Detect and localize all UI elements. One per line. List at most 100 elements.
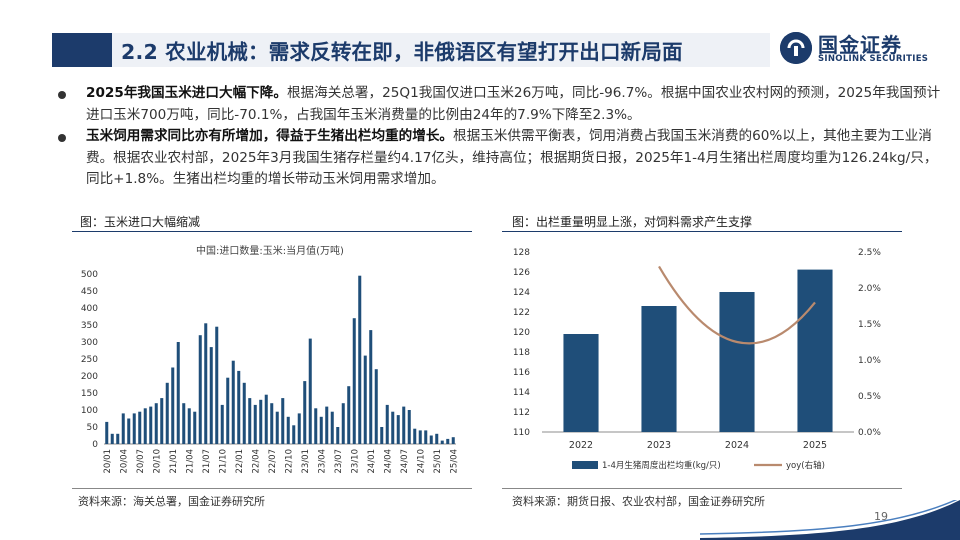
bar xyxy=(110,433,114,444)
bar xyxy=(308,338,312,444)
bar xyxy=(204,323,208,444)
bar xyxy=(248,398,252,444)
bar xyxy=(286,416,290,444)
bar xyxy=(132,413,136,444)
bar xyxy=(402,406,406,444)
y-left-tick-label: 128 xyxy=(513,248,530,258)
y-tick-label: 0 xyxy=(92,440,98,450)
bar xyxy=(220,404,224,444)
y-tick-label: 250 xyxy=(81,355,98,365)
bar xyxy=(358,275,362,444)
bar xyxy=(424,430,428,444)
bar xyxy=(182,403,186,444)
y-tick-label: 500 xyxy=(81,270,98,280)
bar xyxy=(165,382,169,444)
x-tick-label: 24/07 xyxy=(400,449,410,474)
bar xyxy=(253,404,257,444)
bar xyxy=(154,403,158,444)
y-tick-label: 50 xyxy=(87,423,99,433)
bullet-text: 根据海关总署，25Q1我国仅进口玉米26万吨，同比-96.7%。根据中国农业农村… xyxy=(86,85,941,123)
y-right-tick-label: 2.0% xyxy=(858,284,881,294)
bar xyxy=(160,398,164,444)
left-figure-caption: 图：玉米进口大幅缩减 xyxy=(80,215,201,229)
hog-weight-chart: 110 112 114 116 118 120 122 124 126 128 0.0% 0.5% 1.… xyxy=(513,248,882,471)
y-left-tick-label: 110 xyxy=(513,428,530,438)
bar xyxy=(314,408,318,444)
right-source-rule xyxy=(502,488,902,489)
bar xyxy=(116,433,120,444)
bullet-item: 玉米饲用需求同比亦有所增加，得益于生猪出栏均重的增长。根据玉米供需平衡表，饲用消… xyxy=(58,126,942,191)
bar xyxy=(209,347,213,444)
x-tick-label: 24/10 xyxy=(416,449,426,474)
bar xyxy=(176,342,180,444)
left-figure-source: 资料来源：海关总署，国金证券研究所 xyxy=(78,495,265,508)
bar xyxy=(270,403,274,444)
bar xyxy=(369,330,373,444)
bar xyxy=(418,430,422,444)
legend-label-bar: 1-4月生猪周度出栏均重(kg/只) xyxy=(602,460,721,471)
bar xyxy=(391,411,395,444)
logo-mark-icon xyxy=(780,32,812,64)
x-tick-label: 20/10 xyxy=(152,449,162,474)
x-tick-label: 22/01 xyxy=(235,449,245,474)
bar xyxy=(641,306,677,432)
bar xyxy=(374,369,378,444)
bar xyxy=(105,421,109,444)
bar xyxy=(275,411,279,444)
bar xyxy=(797,269,833,432)
x-tick-label: 24/01 xyxy=(367,449,377,474)
bar xyxy=(563,334,599,432)
bar xyxy=(319,416,323,444)
y-left-tick-label: 122 xyxy=(513,308,530,318)
y-tick-label: 400 xyxy=(81,304,98,314)
footer-swoosh xyxy=(700,500,960,540)
x-tick-label: 2022 xyxy=(569,440,593,451)
bar xyxy=(451,437,455,444)
right-figure-caption: 图：出栏重量明显上涨，对饲料需求产生支撑 xyxy=(512,215,753,229)
y-tick-label: 350 xyxy=(81,321,98,331)
bar xyxy=(149,406,153,444)
bar xyxy=(336,427,340,444)
x-tick-label: 24/04 xyxy=(383,449,393,474)
bar xyxy=(259,399,263,444)
bar xyxy=(396,415,400,444)
y-left-tick-label: 118 xyxy=(513,348,530,358)
left-source-rule xyxy=(72,488,472,489)
bar xyxy=(341,403,345,444)
page-title: 2.2 农业机械：需求反转在即，非俄语区有望打开出口新局面 xyxy=(121,40,683,64)
x-tick-label: 2024 xyxy=(725,440,749,451)
y-left-tick-label: 116 xyxy=(513,368,530,378)
y-left-tick-label: 124 xyxy=(513,288,530,298)
y-right-tick-label: 0.0% xyxy=(858,428,881,438)
x-tick-label: 23/04 xyxy=(317,449,327,474)
y-tick-label: 150 xyxy=(81,389,98,399)
bar xyxy=(303,381,307,444)
bar xyxy=(429,435,433,444)
bar xyxy=(297,413,301,444)
bar xyxy=(292,425,296,444)
bullet-item: 2025年我国玉米进口大幅下降。根据海关总署，25Q1我国仅进口玉米26万吨，同… xyxy=(58,83,942,126)
y-tick-label: 300 xyxy=(81,338,98,348)
y-tick-label: 200 xyxy=(81,372,98,382)
legend-label-line: yoy(右轴) xyxy=(786,460,825,471)
bar xyxy=(352,318,356,444)
chart-title: 中国:进口数量:玉米:当月值(万吨) xyxy=(196,244,344,257)
bullet-dot-icon xyxy=(58,134,66,142)
bar xyxy=(446,438,450,444)
logo-text-en: SINOLINK SECURITIES xyxy=(818,54,929,64)
import-volume-chart: 中国:进口数量:玉米:当月值(万吨) 0 50 100 150 200 250 300 350 4… xyxy=(81,244,459,474)
x-tick-label: 20/04 xyxy=(119,449,129,474)
bar xyxy=(171,367,175,444)
x-tick-label: 25/01 xyxy=(433,449,443,474)
bar xyxy=(264,394,268,444)
bullet-text: 根据玉米供需平衡表，饲用消费占我国玉米消费的60%以上，其他主要为工业消费。根据… xyxy=(86,128,938,187)
x-tick-label: 2023 xyxy=(647,440,671,451)
x-tick-label: 21/01 xyxy=(169,449,179,474)
yoy-line xyxy=(658,265,816,345)
left-figure-rule xyxy=(72,231,472,232)
bullet-heading: 玉米饲用需求同比亦有所增加，得益于生猪出栏均重的增长。 xyxy=(86,128,454,144)
x-tick-label: 2025 xyxy=(803,440,827,451)
bar xyxy=(281,398,285,444)
bullet-list: 2025年我国玉米进口大幅下降。根据海关总署，25Q1我国仅进口玉米26万吨，同… xyxy=(58,83,942,191)
x-tick-label: 23/07 xyxy=(334,449,344,474)
